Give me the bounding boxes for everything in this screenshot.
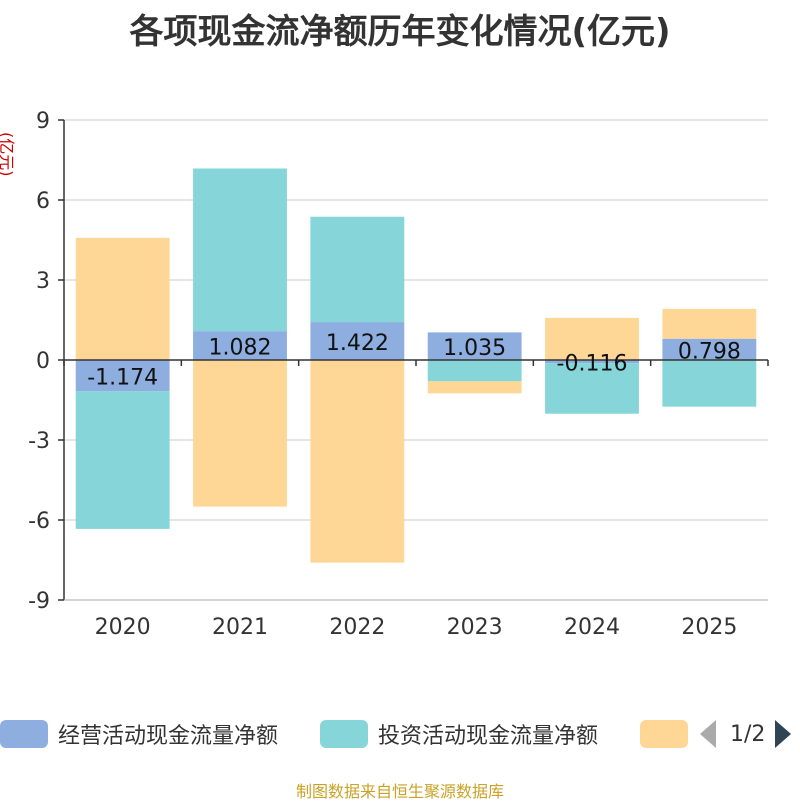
next-page-icon[interactable] xyxy=(775,720,792,748)
bar-1-2023 xyxy=(427,360,522,382)
x-tick-label: 2023 xyxy=(447,615,503,640)
bar-2-2025 xyxy=(662,308,757,339)
y-tick-label: 3 xyxy=(36,269,50,294)
data-label: -0.116 xyxy=(557,352,628,377)
y-tick-label: -3 xyxy=(28,429,50,454)
legend-item-investing[interactable]: 投资活动现金流量净额 xyxy=(320,718,598,750)
bar-0-2025 xyxy=(662,338,757,360)
bar-2-2021 xyxy=(193,360,287,507)
bar-0-2024 xyxy=(545,360,639,364)
legend-swatch-investing xyxy=(320,720,368,748)
bar-1-2020 xyxy=(75,391,170,529)
bar-1-2024 xyxy=(545,363,639,414)
chart-plot: 9 6 3 0 -3 -6 -9 2020 2021 2022 2023 2024 2025 -1.17… xyxy=(28,109,769,640)
data-label: -1.174 xyxy=(87,366,158,391)
bar-2-2024 xyxy=(545,317,639,360)
bar-2-2020 xyxy=(75,237,170,360)
data-label: 1.035 xyxy=(443,336,506,361)
legend-pager: 1/2 xyxy=(700,716,792,752)
x-tick-label: 2020 xyxy=(95,615,151,640)
data-label: 0.798 xyxy=(678,339,741,364)
data-label: 1.082 xyxy=(209,336,272,361)
legend-swatch-financing xyxy=(640,720,688,748)
chart-title: 各项现金流净额历年变化情况(亿元) xyxy=(129,12,671,52)
bar-1-2021 xyxy=(193,168,287,332)
x-tick-label: 2025 xyxy=(681,615,737,640)
x-tick-label: 2022 xyxy=(329,615,385,640)
bars xyxy=(75,168,757,563)
y-tick-label: 0 xyxy=(36,349,50,374)
legend-item-financing[interactable] xyxy=(640,718,698,750)
y-tick-label: -9 xyxy=(28,589,50,614)
bar-2-2022 xyxy=(310,360,405,563)
legend-swatch-operating xyxy=(0,720,48,748)
data-label: 1.422 xyxy=(326,331,389,356)
legend-item-operating[interactable]: 经营活动现金流量净额 xyxy=(0,718,278,750)
bar-0-2020 xyxy=(75,360,170,392)
bar-0-2023 xyxy=(427,332,522,360)
x-tick-label: 2021 xyxy=(212,615,268,640)
bar-2-2023 xyxy=(427,381,522,394)
bar-0-2021 xyxy=(193,331,287,360)
y-tick-label: 9 xyxy=(36,109,50,134)
legend-page-indicator: 1/2 xyxy=(730,721,766,747)
axes: 9 6 3 0 -3 -6 -9 2020 2021 2022 2023 2024 2025 xyxy=(28,109,769,640)
data-labels: -1.174 1.082 1.422 1.035 -0.116 0.798 xyxy=(87,331,741,391)
x-tick-label: 2024 xyxy=(564,615,620,640)
legend-label-investing: 投资活动现金流量净额 xyxy=(378,724,599,749)
legend-label-operating: 经营活动现金流量净额 xyxy=(58,724,279,749)
y-tick-label: -6 xyxy=(28,509,50,534)
bar-0-2022 xyxy=(310,322,405,360)
prev-page-icon[interactable] xyxy=(700,720,716,748)
data-source-note: 制图数据来自恒生聚源数据库 xyxy=(295,782,504,801)
y-tick-label: 6 xyxy=(36,189,50,214)
bar-1-2025 xyxy=(662,360,757,407)
bar-1-2022 xyxy=(310,216,405,323)
